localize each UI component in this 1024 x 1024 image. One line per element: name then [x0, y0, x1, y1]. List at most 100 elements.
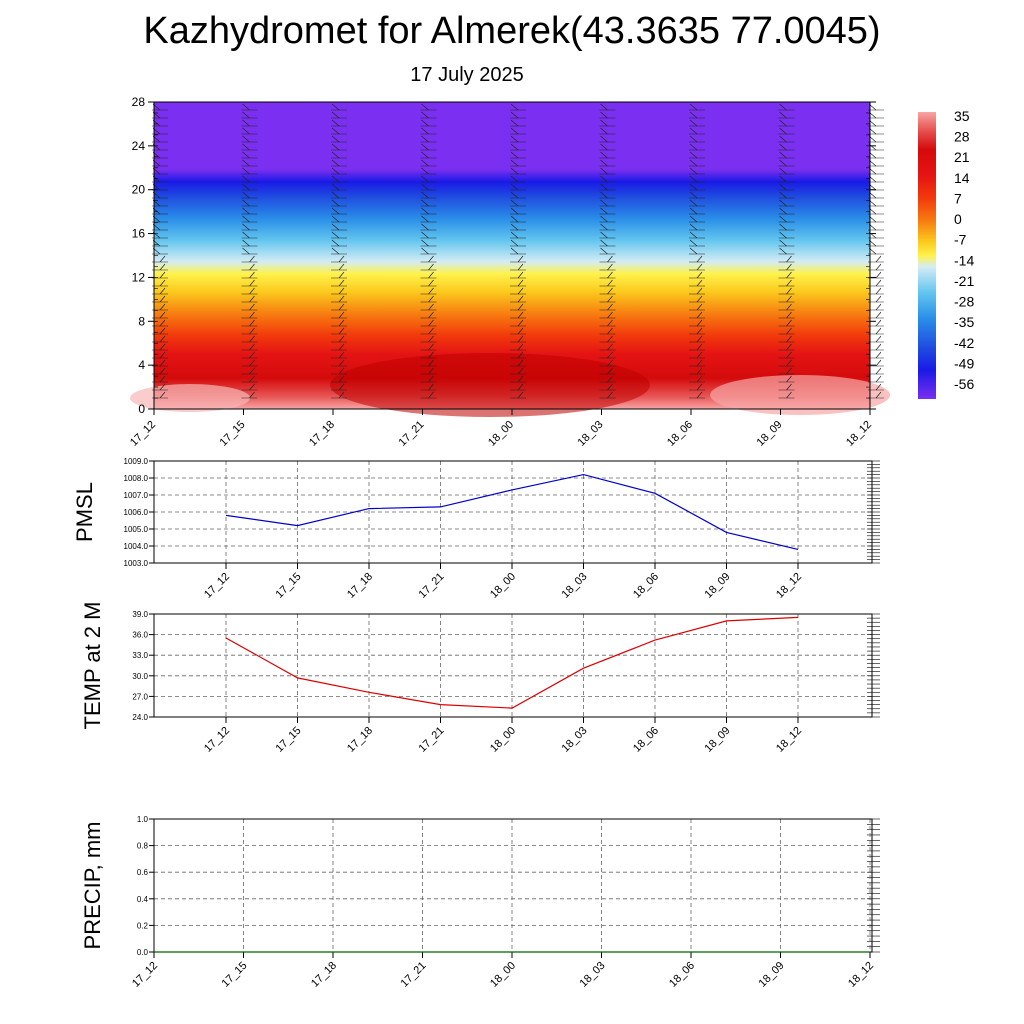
wind-barb [249, 343, 255, 351]
wind-barb [428, 383, 434, 391]
wind-barb [331, 119, 340, 127]
wind-barb [607, 295, 613, 303]
colorbar-label: 35 [954, 108, 970, 124]
wind-barb [779, 223, 787, 231]
wind-barb [875, 351, 882, 359]
wind-barb [159, 295, 166, 303]
precip-x-tick-label: 18_06 [667, 960, 697, 990]
wind-barb [689, 111, 698, 119]
wind-barb [696, 279, 703, 287]
colorbar-label: 0 [954, 211, 962, 227]
wind-barb [600, 183, 608, 191]
wind-barb [421, 183, 429, 191]
precip-y-label: PRECIP, mm [80, 822, 105, 950]
wind-barb [786, 375, 792, 383]
precip-x-tick-label: 18_09 [757, 960, 787, 990]
wind-barb [242, 239, 250, 247]
heatmap-y-tick-label: 16 [132, 227, 146, 241]
wind-barb [875, 271, 882, 279]
wind-barb [510, 135, 519, 143]
wind-barb [517, 263, 524, 271]
wind-barb [242, 175, 250, 183]
wind-barb [689, 127, 698, 135]
wind-barb [696, 351, 703, 359]
wind-barb [779, 239, 787, 247]
wind-barb [600, 231, 608, 239]
temp-x-tick-label: 18_06 [631, 725, 661, 755]
wind-barb [517, 255, 524, 263]
wind-barb [517, 351, 524, 359]
temp-y-tick-label: 33.0 [132, 651, 148, 660]
wind-barb [159, 303, 166, 311]
wind-barb [786, 319, 792, 327]
wind-barb [786, 327, 792, 335]
wind-barb [517, 279, 524, 287]
wind-barb [242, 111, 250, 119]
wind-barb [159, 255, 166, 263]
wind-barb [689, 151, 698, 159]
wind-barb [517, 335, 524, 343]
pmsl-y-tick-label: 1003.0 [124, 559, 149, 568]
temp-x-tick-label: 17_18 [345, 725, 375, 755]
wind-barb [696, 263, 703, 271]
wind-barb [696, 335, 703, 343]
wind-barb [249, 391, 255, 399]
wind-barb [331, 111, 340, 119]
wind-barb [689, 103, 698, 111]
pmsl-frame [153, 460, 873, 564]
colorbar-label: 28 [954, 129, 970, 145]
wind-barb [159, 343, 166, 351]
precip-y-tick-label: 0.2 [137, 921, 149, 930]
wind-barb [338, 287, 345, 295]
wind-barb [159, 367, 166, 375]
wind-barb [338, 383, 345, 391]
wind-barb [600, 175, 608, 183]
wind-barb [159, 279, 166, 287]
wind-barb [159, 359, 166, 367]
wind-barb [600, 119, 608, 127]
precip-y-tick-label: 1.0 [137, 815, 149, 824]
wind-barb [159, 287, 166, 295]
wind-barb [696, 391, 703, 399]
colorbar-label: -28 [954, 294, 974, 310]
wind-barb [600, 127, 608, 135]
wind-barb [159, 319, 166, 327]
wind-barb [338, 343, 345, 351]
precip-x-tick-label: 17_18 [309, 960, 339, 990]
wind-barb [428, 367, 434, 375]
wind-barb [517, 271, 524, 279]
precip-frame [153, 818, 873, 953]
wind-barb [600, 167, 608, 175]
precip-y-tick-label: 0.8 [137, 842, 149, 851]
wind-barb [510, 199, 519, 207]
wind-barb [159, 327, 166, 335]
wind-barb [510, 159, 519, 167]
wind-barb [428, 263, 434, 271]
wind-barb [517, 287, 524, 295]
temp-y-tick-label: 27.0 [132, 692, 148, 701]
pmsl-x-tick-label: 18_06 [631, 571, 661, 601]
wind-barb [421, 199, 429, 207]
wind-barb [331, 167, 340, 175]
wind-barb [338, 319, 345, 327]
heatmap-x-tick-label: 18_00 [486, 419, 516, 449]
temp-x-tick-label: 18_00 [488, 725, 518, 755]
wind-barb [242, 207, 250, 215]
wind-barb [779, 247, 787, 255]
wind-barb [421, 127, 429, 135]
wind-barb [786, 359, 792, 367]
pmsl-y-tick-label: 1008.0 [124, 474, 149, 483]
wind-barb [779, 111, 787, 119]
heatmap-y-tick-label: 20 [132, 183, 146, 197]
pmsl-series-line [225, 473, 799, 550]
wind-barb [517, 375, 524, 383]
wind-barb [786, 287, 792, 295]
wind-barb [242, 215, 250, 223]
wind-barb [338, 295, 345, 303]
wind-barb [510, 183, 519, 191]
wind-barb [249, 295, 255, 303]
wind-barb [159, 383, 166, 391]
wind-barb [607, 279, 613, 287]
wind-barb [689, 199, 698, 207]
wind-barb [421, 167, 429, 175]
